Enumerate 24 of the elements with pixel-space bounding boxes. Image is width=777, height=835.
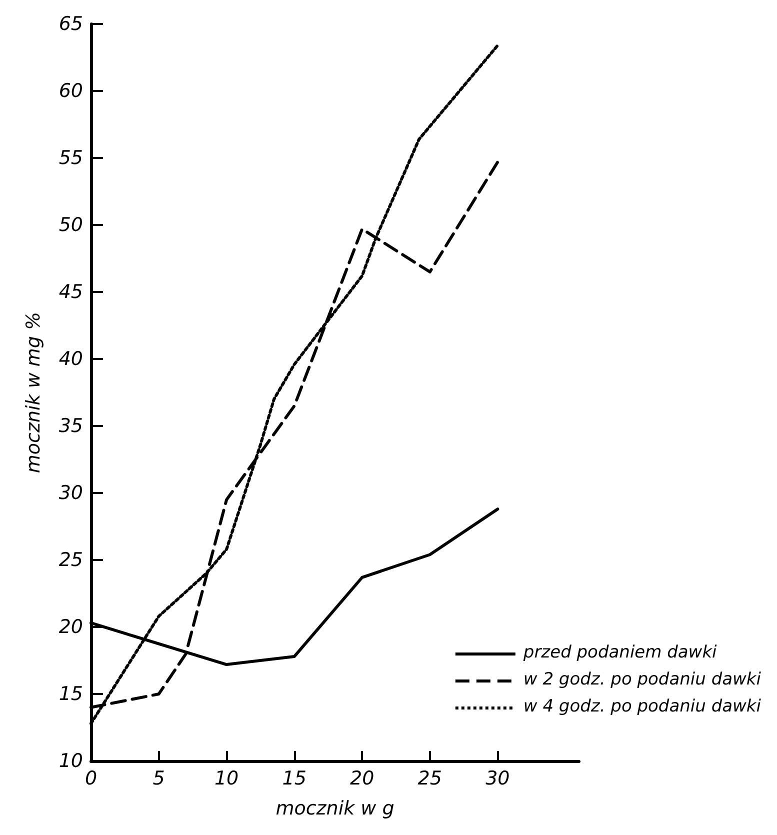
x-tick-label: 20 [350,768,374,790]
x-tick-label: 15 [282,768,306,790]
y-tick-label: 30 [58,482,83,504]
x-tick-label: 25 [418,768,442,790]
legend-label: w 4 godz. po podaniu dawki [523,696,762,716]
y-tick-label: 45 [58,281,83,303]
x-tick-label: 10 [214,768,239,790]
y-tick-label: 25 [58,549,83,571]
legend-label: w 2 godz. po podaniu dawki [523,670,762,690]
x-tick-label: 0 [84,768,98,790]
y-tick-label: 35 [58,415,83,437]
y-tick-label: 15 [58,683,83,705]
y-tick-label: 10 [58,750,83,772]
y-axis-title: mocznik w mg % [22,312,44,474]
y-tick-label: 20 [58,616,83,638]
y-tick-label: 50 [58,214,83,236]
y-tick-label: 55 [58,147,83,169]
y-tick-label: 65 [58,13,83,35]
x-tick-label: 30 [486,768,510,790]
y-tick-label: 40 [58,348,83,370]
x-axis-title: mocznik w g [276,798,394,820]
y-tick-label: 60 [58,80,83,102]
legend-label: przed podaniem dawki [522,642,718,662]
x-tick-label: 5 [152,768,165,790]
